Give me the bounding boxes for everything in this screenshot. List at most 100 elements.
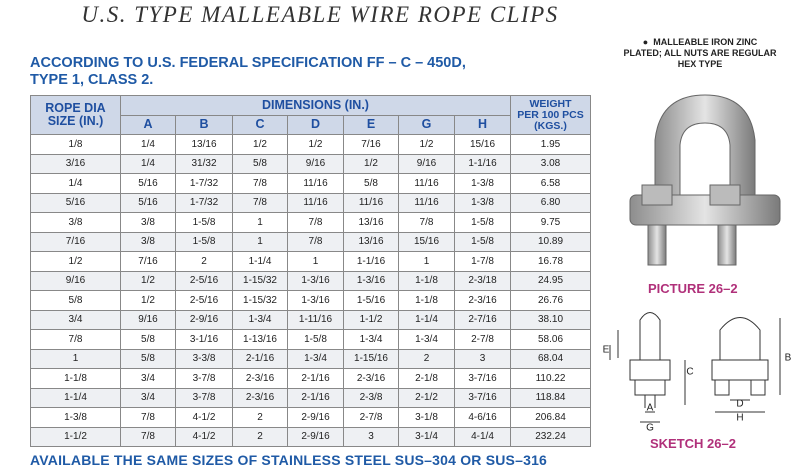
table-cell: 3-1/8 (398, 407, 455, 428)
table-cell: 2-5/16 (175, 290, 233, 311)
dim-label: H (736, 413, 743, 424)
table-cell: 1-3/4 (343, 329, 399, 350)
table-cell: 11/16 (343, 192, 399, 213)
table-row: 1/8 1/4 13/16 1/2 1/2 7/16 1/2 15/16 1.95 (30, 134, 591, 155)
table-cell: 3 (454, 348, 511, 369)
dim-label: A (647, 403, 654, 414)
table-cell: 5/8 (343, 173, 399, 194)
table-row: 1-3/8 7/8 4-1/2 2 2-9/16 2-7/8 3-1/8 4-6/16 206.… (30, 407, 591, 428)
header-line: SIZE (IN.) (47, 114, 104, 128)
table-cell: 9/16 (30, 270, 121, 291)
table-cell: 5/8 (120, 348, 176, 369)
table-cell: 7/8 (398, 212, 455, 233)
dim-label: D (736, 399, 743, 410)
table-cell: 5/16 (120, 173, 176, 194)
table-cell: 4-1/2 (175, 426, 233, 447)
table-cell: 110.22 (510, 368, 591, 389)
table-cell: 1/2 (120, 290, 176, 311)
table-cell: 10.89 (510, 231, 591, 252)
table-cell: 2-7/8 (454, 329, 511, 350)
note-line: ● MALLEABLE IRON ZINC (600, 37, 800, 48)
table-cell: 13/16 (343, 231, 399, 252)
table-row: 9/16 1/2 2-5/16 1-15/32 1-3/16 1-3/16 1-1/8 2-3… (30, 270, 591, 291)
table-cell: 16.78 (510, 251, 591, 272)
table-cell: 2-3/16 (454, 290, 511, 311)
table-cell: 1-3/8 (454, 192, 511, 213)
header-cell: C (232, 114, 288, 135)
table-cell: 1-3/4 (287, 348, 344, 369)
table-cell: 2-5/16 (175, 270, 233, 291)
header-cell: ROPE DIA SIZE (IN.) (30, 95, 121, 135)
table-cell: 1/4 (30, 173, 121, 194)
table-cell: 1 (398, 251, 455, 272)
table-cell: 2-1/16 (232, 348, 288, 369)
table-cell: 1.95 (510, 134, 591, 155)
table-cell: 7/8 (30, 329, 121, 350)
table-row: 1-1/4 3/4 3-7/8 2-3/16 2-1/16 2-3/8 2-1/2 3-7/1… (30, 387, 591, 408)
table-cell: 2-3/8 (343, 387, 399, 408)
table-cell: 1-1/16 (343, 251, 399, 272)
table-cell: 1-11/16 (287, 309, 344, 330)
table-cell: 1-3/8 (454, 173, 511, 194)
table-cell: 1/2 (343, 153, 399, 174)
table-row: 1/4 5/16 1-7/32 7/8 11/16 5/8 11/16 1-3/8 6.58 (30, 173, 591, 194)
table-cell: 1-5/8 (454, 212, 511, 233)
table-cell: 2 (232, 407, 288, 428)
table-cell: 1-3/16 (287, 290, 344, 311)
table-cell: 4-6/16 (454, 407, 511, 428)
table-row: 3/16 1/4 31/32 5/8 9/16 1/2 9/16 1-1/16 3.08 (30, 153, 591, 174)
note-line: PLATED; ALL NUTS ARE REGULAR (623, 48, 777, 58)
table-cell: 1-1/8 (398, 270, 455, 291)
table-cell: 1-1/8 (30, 368, 121, 389)
table-cell: 68.04 (510, 348, 591, 369)
table-cell: 7/16 (343, 134, 399, 155)
table-cell: 1/2 (120, 270, 176, 291)
table-cell: 58.06 (510, 329, 591, 350)
table-cell: 1/4 (120, 134, 176, 155)
note-text: MALLEABLE IRON ZINC (653, 37, 758, 47)
table-cell: 6.58 (510, 173, 591, 194)
table-cell: 118.84 (510, 387, 591, 408)
table-cell: 2-1/8 (398, 368, 455, 389)
title: U.S. TYPE MALLEABLE WIRE ROPE CLIPS (81, 2, 559, 27)
table-cell: 3/8 (30, 212, 121, 233)
table-row: 1-1/8 3/4 3-7/8 2-3/16 2-1/16 2-3/16 2-1/8 3-7/… (30, 368, 591, 389)
table-cell: 3/4 (120, 387, 176, 408)
table-cell: 13/16 (343, 212, 399, 233)
table-cell: 1-3/8 (30, 407, 121, 428)
table-cell: 1-5/8 (287, 329, 344, 350)
picture-caption: PICTURE 26–2 (648, 281, 738, 296)
header-line: (KGS.) (534, 119, 567, 132)
table-cell: 3/4 (120, 368, 176, 389)
table-cell: 2 (175, 251, 233, 272)
table-cell: 11/16 (398, 192, 455, 213)
table-cell: 1-3/16 (287, 270, 344, 291)
table-cell: 15/16 (398, 231, 455, 252)
table-cell: 7/8 (287, 231, 344, 252)
table-cell: 1-1/16 (454, 153, 511, 174)
table-cell: 7/8 (232, 173, 288, 194)
table-cell: 11/16 (287, 173, 344, 194)
spec-table: ROPE DIA SIZE (IN.) DIMENSIONS (IN.) WEIGHT… (30, 95, 591, 447)
table-cell: 1-5/8 (454, 231, 511, 252)
table-cell: 1/2 (30, 251, 121, 272)
table-cell: 2-3/16 (232, 368, 288, 389)
dim-label: G (646, 423, 654, 434)
table-cell: 1/2 (287, 134, 344, 155)
table-cell: 26.76 (510, 290, 591, 311)
table-cell: 1-1/2 (30, 426, 121, 447)
table-cell: 3-1/4 (398, 426, 455, 447)
table-cell: 2-7/8 (343, 407, 399, 428)
table-cell: 5/8 (232, 153, 288, 174)
table-row: 1/2 7/16 2 1-1/4 1 1-1/16 1 1-7/8 16.78 (30, 251, 591, 272)
table-cell: 1-1/2 (343, 309, 399, 330)
table-cell: 38.10 (510, 309, 591, 330)
table-cell: 1 (30, 348, 121, 369)
table-cell: 1/8 (30, 134, 121, 155)
table-cell: 5/8 (120, 329, 176, 350)
table-cell: 1-3/16 (343, 270, 399, 291)
table-cell: 3 (343, 426, 399, 447)
footer: AVAILABLE THE SAME SIZES OF STAINLESS ST… (30, 452, 548, 468)
table-cell: 1-13/16 (232, 329, 288, 350)
